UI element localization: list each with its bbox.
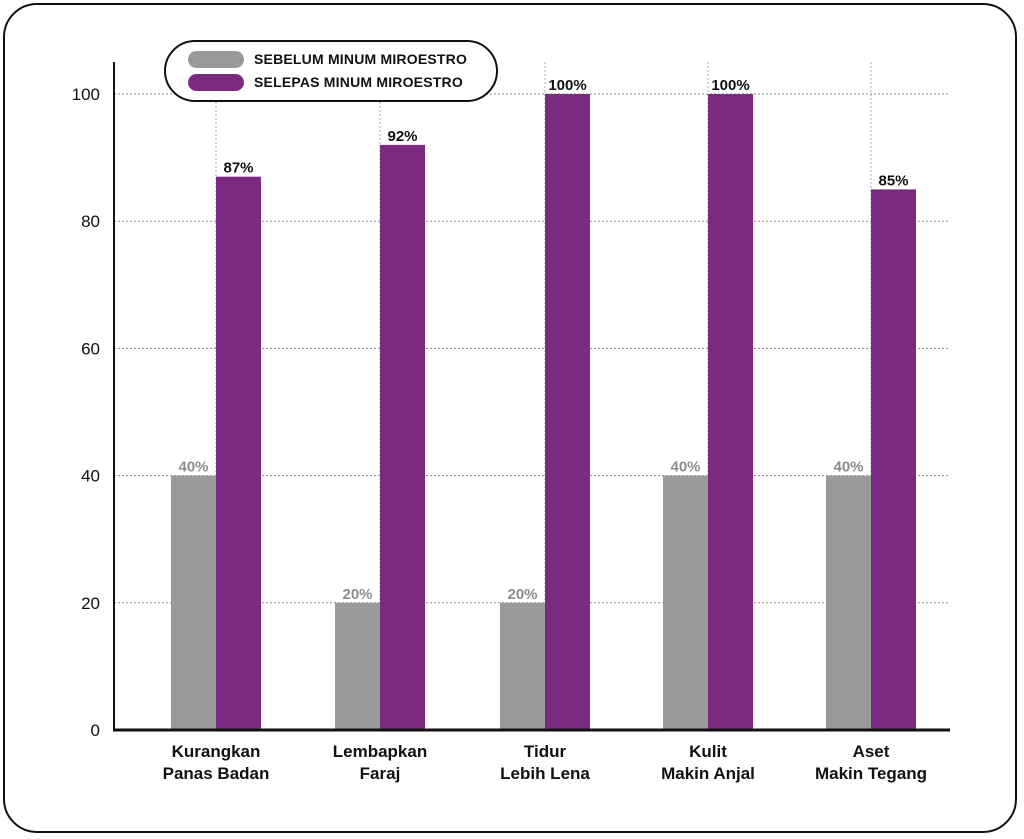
category-label-2-line-0: Tidur <box>524 742 567 761</box>
value-labels: 40% 20% 20% 40% 40% 87% 92% 100% 100% 85% <box>178 77 908 603</box>
category-label-4-line-1: Makin Tegang <box>815 764 927 783</box>
category-label-3-line-1: Makin Anjal <box>661 764 755 783</box>
category-label-0-line-0: Kurangkan <box>172 742 261 761</box>
y-tick-label-40: 40 <box>81 467 100 486</box>
bar-before-3 <box>663 475 708 730</box>
bar-after-2 <box>545 94 590 730</box>
bar-before-4 <box>826 475 871 730</box>
data-label-after-1: 92% <box>387 128 417 145</box>
y-tick-label-80: 80 <box>81 212 100 231</box>
legend-item-after: SELEPAS MINUM MIROESTRO <box>188 72 463 92</box>
y-tick-label-60: 60 <box>81 339 100 358</box>
data-label-after-0: 87% <box>223 160 253 177</box>
bar-before-0 <box>171 475 216 730</box>
data-label-before-3: 40% <box>670 459 700 476</box>
legend-item-before: SEBELUM MINUM MIROESTRO <box>188 49 467 69</box>
category-label-4-line-0: Aset <box>853 742 890 761</box>
data-label-before-1: 20% <box>342 586 372 603</box>
legend-swatch-after <box>188 73 244 91</box>
category-label-3-line-0: Kulit <box>689 742 727 761</box>
bar-after-3 <box>708 94 753 730</box>
legend-label-after: SELEPAS MINUM MIROESTRO <box>254 74 463 90</box>
y-tick-label-20: 20 <box>81 594 100 613</box>
bar-after-4 <box>871 189 916 730</box>
bars <box>171 94 916 730</box>
data-label-after-2: 100% <box>548 77 586 94</box>
category-label-2-line-1: Lebih Lena <box>500 764 590 783</box>
category-label-0-line-1: Panas Badan <box>163 764 270 783</box>
data-label-before-2: 20% <box>507 586 537 603</box>
bar-before-1 <box>335 602 380 730</box>
legend: SEBELUM MINUM MIROESTRO SELEPAS MINUM MI… <box>164 40 498 102</box>
data-label-before-0: 40% <box>178 459 208 476</box>
legend-label-before: SEBELUM MINUM MIROESTRO <box>254 51 468 67</box>
data-label-after-3: 100% <box>711 77 749 94</box>
axes: 0 20 40 60 80 100 <box>72 62 950 740</box>
data-label-before-4: 40% <box>833 459 863 476</box>
legend-swatch-before <box>188 50 244 68</box>
bar-after-0 <box>216 176 261 730</box>
bar-before-2 <box>500 602 545 730</box>
y-tick-label-100: 100 <box>72 85 100 104</box>
data-label-after-4: 85% <box>878 172 908 189</box>
bar-after-1 <box>380 144 425 730</box>
category-label-1-line-0: Lembapkan <box>333 742 427 761</box>
y-tick-label-0: 0 <box>91 721 100 740</box>
category-label-1-line-1: Faraj <box>360 764 401 783</box>
category-labels: Kurangkan Panas Badan Lembapkan Faraj Tidur L… <box>163 742 927 783</box>
